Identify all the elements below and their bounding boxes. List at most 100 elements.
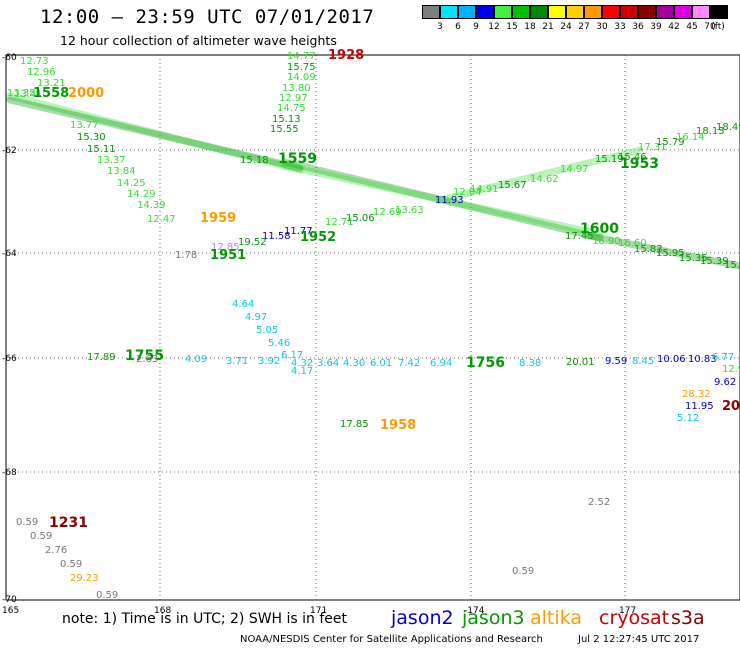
- color-scale-legend: 3 6 9 12 15 18 21 24 27 30 33 36 39 42 45 70 (ft): [422, 5, 728, 35]
- wave-height-value: 5.46: [268, 338, 290, 349]
- track-streak: [281, 162, 604, 238]
- legend-swatch: [710, 5, 728, 19]
- satellite-s3a-label: s3a: [671, 607, 705, 629]
- legend-swatch: [656, 5, 674, 19]
- wave-height-value: 12.04: [453, 187, 482, 198]
- pass-time-label: 1559: [278, 151, 317, 167]
- legend-swatch: [692, 5, 710, 19]
- legend-swatch: [476, 5, 494, 19]
- legend-swatch: [584, 5, 602, 19]
- latitude-label: -62: [2, 146, 17, 156]
- wave-height-value: 7.42: [398, 358, 420, 369]
- wave-height-value: 11.93: [435, 195, 464, 206]
- wave-height-value: 13.41: [14, 89, 43, 100]
- wave-height-value: 0.59: [512, 566, 534, 577]
- wave-height-value: 13.35: [7, 88, 36, 99]
- wave-height-value: 0.59: [60, 559, 82, 570]
- legend-label: 12: [488, 22, 500, 32]
- wave-height-value: 12.47: [147, 214, 176, 225]
- wave-height-value: 3.64: [317, 358, 339, 369]
- wave-height-value: 1.78: [175, 250, 197, 261]
- legend-label: 36: [632, 22, 644, 32]
- wave-height-value: 14.39: [137, 200, 166, 211]
- wave-height-value: 17.45: [565, 231, 594, 242]
- legend-label: 33: [614, 22, 626, 32]
- longitude-label: 171: [310, 606, 327, 616]
- generation-timestamp: Jul 2 12:27:45 UTC 2017: [578, 634, 700, 645]
- latitude-label: -68: [2, 468, 17, 478]
- wave-height-value: 6.01: [370, 358, 392, 369]
- track-streak: [6, 92, 304, 174]
- wave-height-value: 2.76: [45, 545, 67, 556]
- wave-height-value: 4.64: [232, 299, 254, 310]
- chart-note: note: 1) Time is in UTC; 2) SWH is in fe…: [62, 611, 348, 627]
- wave-height-value: 9.59: [605, 356, 627, 367]
- wave-height-value: 12.96: [27, 67, 56, 78]
- legend-swatch: [512, 5, 530, 19]
- legend-unit: (ft): [711, 22, 725, 32]
- wave-height-value: 6.77: [712, 352, 734, 363]
- track-streak: [6, 96, 304, 172]
- legend-label: 21: [542, 22, 554, 32]
- wave-height-value: 14.25: [117, 178, 146, 189]
- wave-height-value: 0.59: [96, 590, 118, 601]
- wave-height-value: 15.95: [656, 248, 685, 259]
- legend-swatch: [458, 5, 476, 19]
- latitude-label: -64: [2, 249, 17, 259]
- legend-label: 42: [668, 22, 680, 32]
- credit-line: NOAA/NESDIS Center for Satellite Applica…: [240, 634, 543, 645]
- pass-time-label: 1951: [210, 248, 246, 263]
- wave-height-value: 16.60: [618, 238, 647, 249]
- wave-height-value: 13.77: [70, 120, 99, 131]
- wave-height-value: 14.75: [277, 103, 306, 114]
- pass-time-label: 2000: [68, 86, 104, 101]
- wave-height-value: 15.83: [634, 244, 663, 255]
- wave-height-value: 18.49: [716, 122, 740, 133]
- wave-height-value: 4.32: [291, 358, 313, 369]
- wave-height-value: 8.45: [632, 356, 654, 367]
- wave-height-value: 16.90: [592, 236, 621, 247]
- wave-height-value: 6.17: [281, 350, 303, 361]
- pass-time-label: 1756: [466, 355, 505, 371]
- wave-height-value: 15.75: [287, 62, 316, 73]
- track-streak: [281, 158, 604, 242]
- legend-label: 39: [650, 22, 662, 32]
- legend-swatch: [548, 5, 566, 19]
- legend-swatch: [620, 5, 638, 19]
- wave-height-value: 10.83: [688, 354, 717, 365]
- wave-height-value: 18.13: [696, 126, 725, 137]
- legend-label: 3: [437, 22, 443, 32]
- pass-time-label: 1958: [380, 418, 416, 433]
- longitude-label: 177: [619, 606, 636, 616]
- wave-height-value: 14.62: [530, 174, 559, 185]
- satellite-jason3-label: jason3: [462, 607, 525, 629]
- wave-height-value: 19.52: [238, 237, 267, 248]
- wave-height-value: 4.09: [185, 354, 207, 365]
- satellite-track-lines: [6, 92, 740, 270]
- wave-height-value: 12.85: [211, 242, 240, 253]
- wave-height-value: 13.21: [37, 78, 66, 89]
- wave-height-value: 29.23: [70, 573, 99, 584]
- legend-label: 24: [560, 22, 572, 32]
- wave-height-value: 11.58: [262, 231, 291, 242]
- wave-height-value: 2.63: [136, 354, 158, 365]
- track-streak: [586, 232, 740, 270]
- wave-height-value: 10.06: [657, 354, 686, 365]
- wave-height-value: 5.12: [677, 413, 699, 424]
- wave-height-value: 4.97: [245, 312, 267, 323]
- pass-time-label: 20: [722, 399, 740, 414]
- wave-height-value: 15.18: [240, 155, 269, 166]
- wave-height-value: 15.39: [700, 256, 729, 267]
- wave-height-value: 4.17: [291, 366, 313, 377]
- wave-height-value: 16.14: [676, 132, 705, 143]
- chart-subtitle: 12 hour collection of altimeter wave hei…: [60, 33, 337, 48]
- wave-height-value: 13.80: [282, 83, 311, 94]
- wave-height-value: 8.38: [519, 358, 541, 369]
- pass-time-label: 1231: [49, 515, 88, 531]
- wave-height-value: 15.13: [272, 114, 301, 125]
- longitude-label: 168: [154, 606, 171, 616]
- wave-height-value: 12.9: [722, 364, 740, 375]
- wave-height-value: 17.85: [340, 419, 369, 430]
